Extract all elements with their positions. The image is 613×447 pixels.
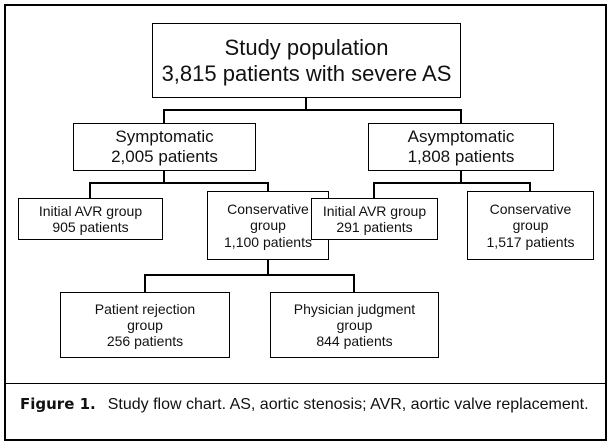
node-line: Study population	[224, 35, 389, 61]
node-line: 256 patients	[106, 333, 184, 350]
node-line: 1,808 patients	[407, 147, 515, 166]
node-line: 1,517 patients	[486, 233, 575, 250]
node-line: 291 patients	[336, 219, 413, 235]
node-line: group	[250, 217, 286, 234]
node-line: Symptomatic	[115, 127, 214, 147]
caption-text: Study flow chart. AS, aortic stenosis; A…	[107, 396, 589, 413]
connector	[144, 260, 355, 292]
node: Patient rejection group 256 patients	[60, 292, 230, 358]
node-line: 844 patients	[316, 333, 393, 350]
node-line: Patient rejection	[94, 300, 196, 317]
connector	[89, 171, 269, 198]
caption-label: Figure 1.	[20, 395, 96, 413]
caption-separator	[4, 383, 607, 384]
node-line: 3,815 patients with severe AS	[161, 60, 452, 86]
node-line: group	[512, 217, 549, 234]
caption: Figure 1. Study flow chart. AS, aortic st…	[20, 393, 595, 416]
node-line: group	[336, 316, 373, 333]
node: Symptomatic 2,005 patients	[73, 123, 256, 171]
node-line: 1,100 patients	[224, 233, 312, 250]
node-line: Initial AVR group	[322, 202, 427, 219]
node-line: Physician judgment	[293, 300, 416, 317]
node-line: Initial AVR group	[38, 202, 143, 219]
node: Physician judgment group 844 patients	[270, 292, 439, 358]
node-line: Conservative	[227, 201, 309, 218]
node: Asymptomatic 1,808 patients	[368, 123, 554, 171]
node: Study population 3,815 patients with seve…	[152, 23, 461, 98]
node-line: group	[127, 316, 163, 333]
node: Initial AVR group 905 patients	[18, 198, 163, 240]
connector	[163, 98, 462, 123]
node: Conservative group 1,100 patients	[207, 191, 329, 260]
node-line: 2,005 patients	[111, 147, 218, 166]
connector	[373, 171, 531, 198]
node-line: Conservative	[489, 201, 572, 218]
node: Conservative group 1,517 patients	[467, 191, 594, 260]
node-line: Asymptomatic	[407, 127, 515, 147]
figure-frame	[4, 4, 607, 441]
node-line: 905 patients	[52, 219, 129, 235]
node: Initial AVR group 291 patients	[311, 198, 438, 240]
